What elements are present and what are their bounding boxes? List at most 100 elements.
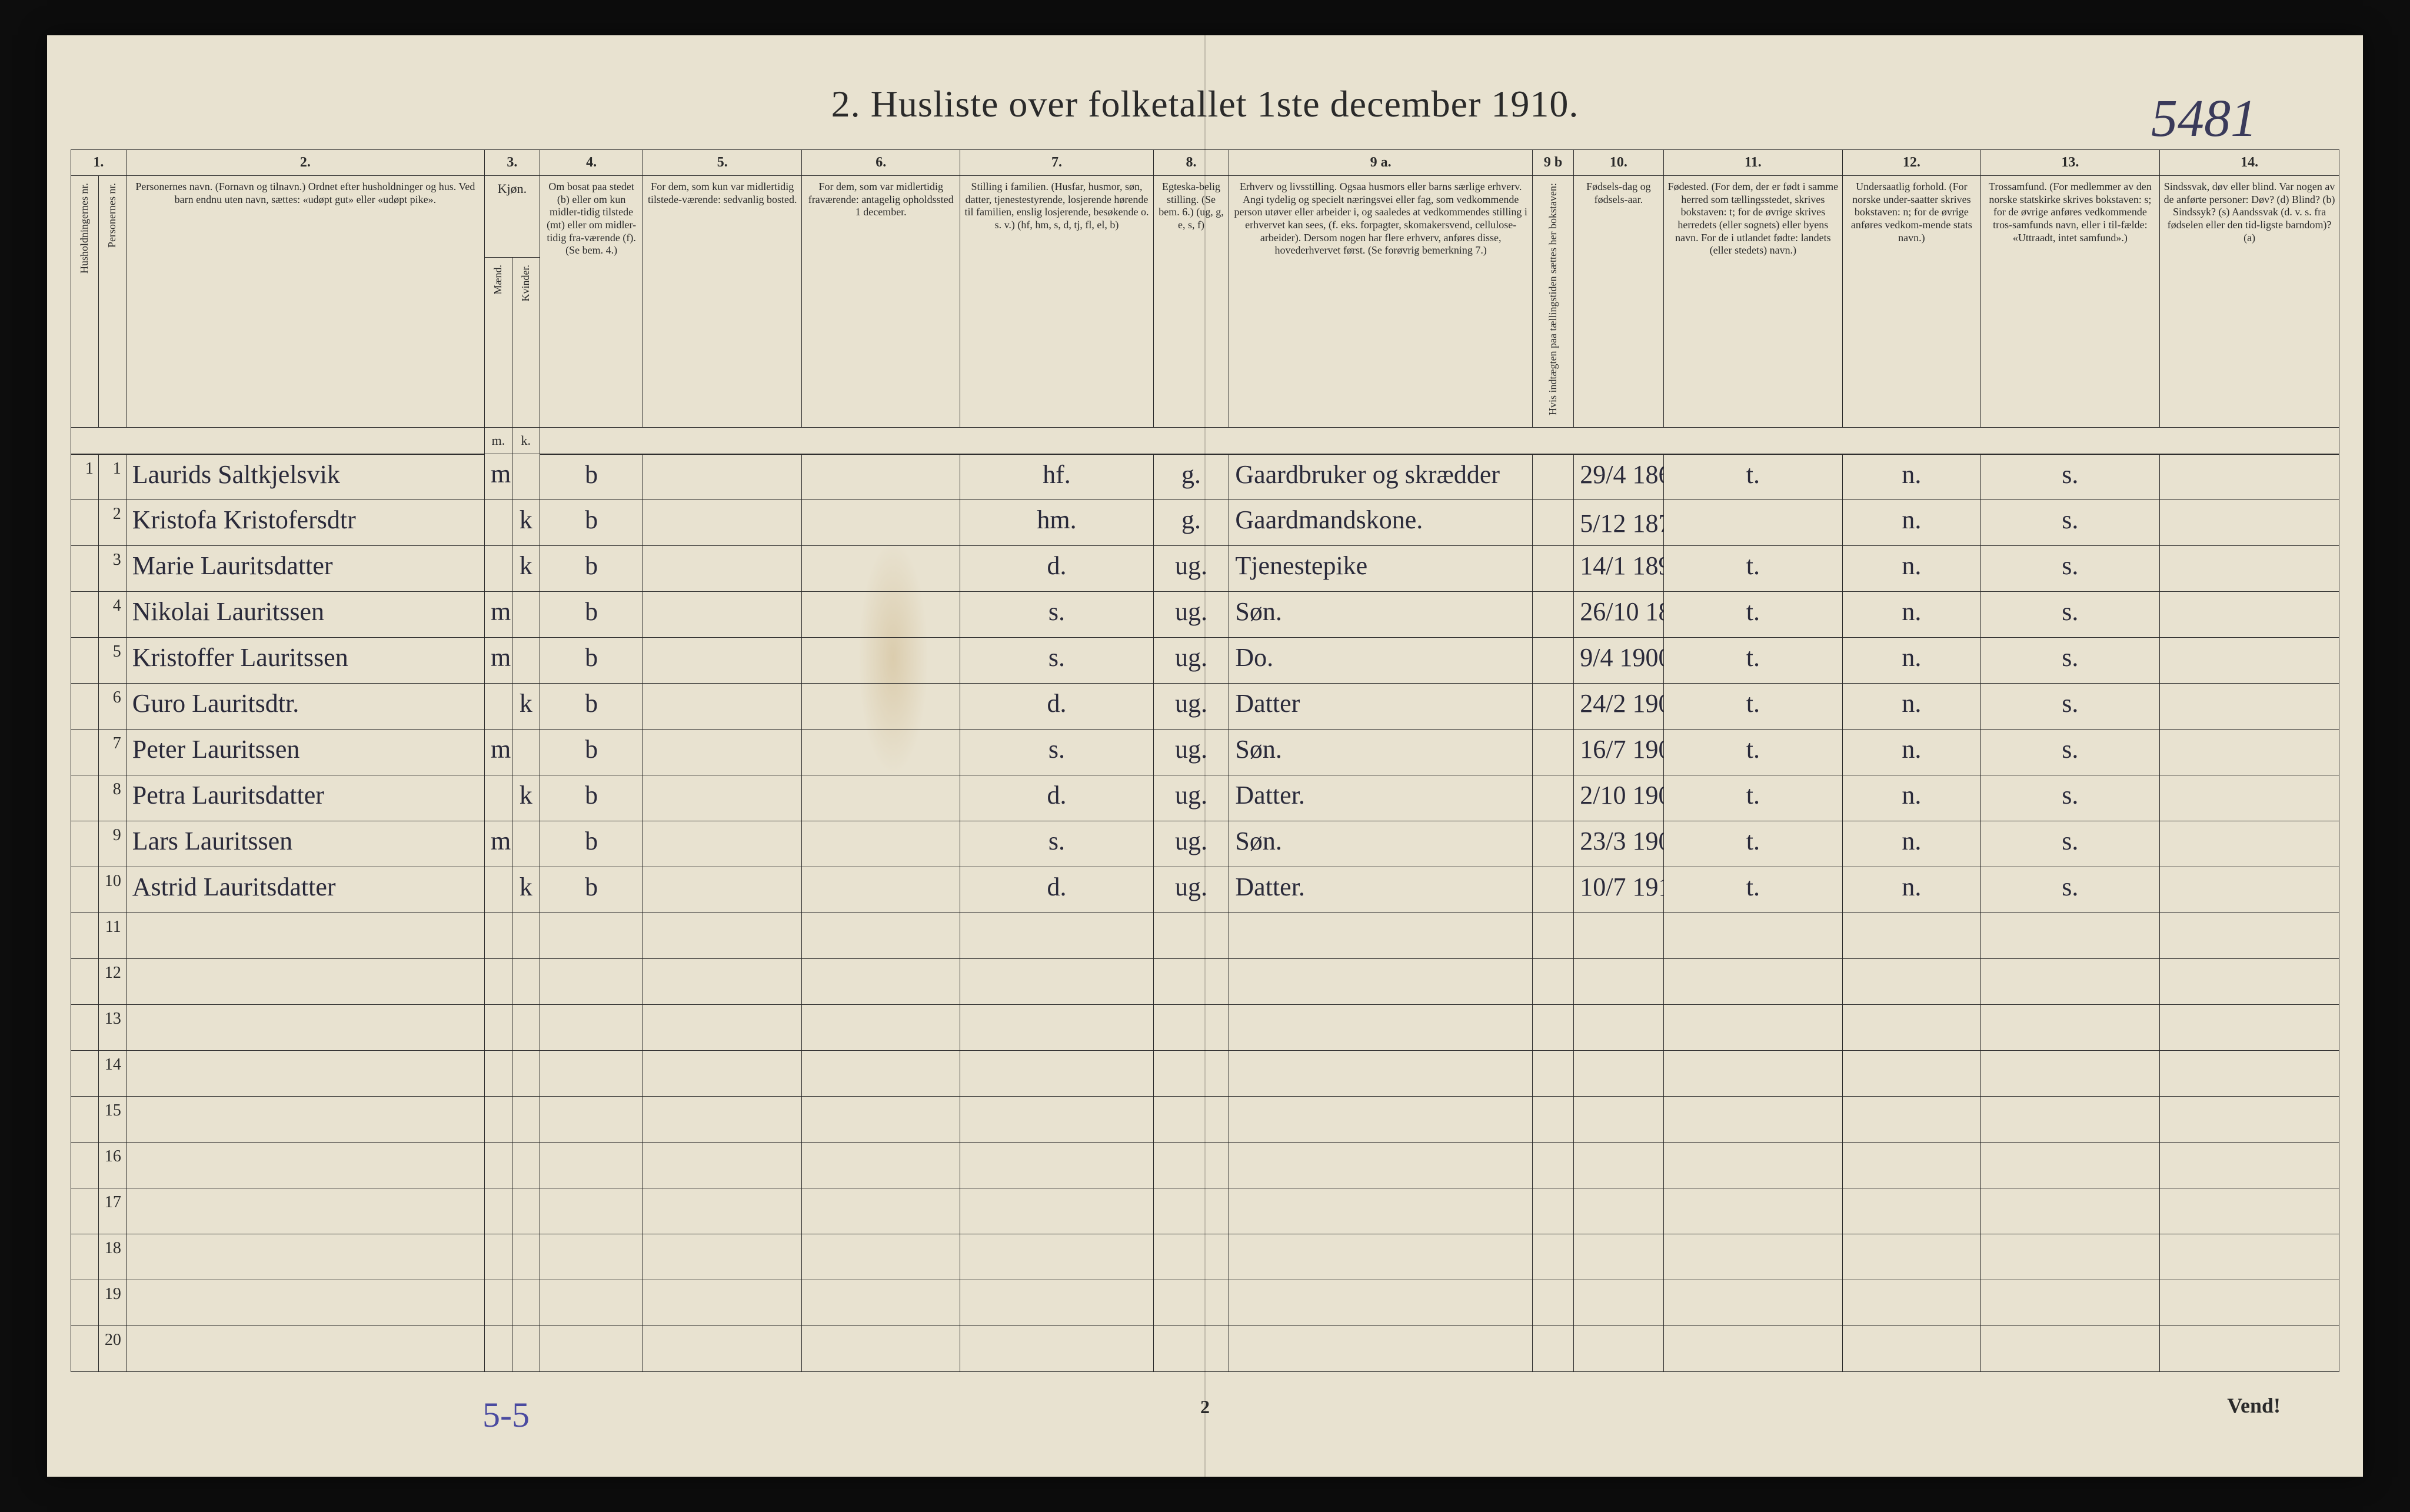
cell-col6 (801, 592, 960, 638)
cell-hh (71, 684, 99, 730)
cell-sex-k (512, 638, 540, 684)
cell-col9b (1532, 867, 1573, 913)
cell-col14 (2160, 684, 2339, 730)
cell-col7 (960, 1326, 1153, 1372)
cell-col14 (2160, 638, 2339, 684)
cell-col11: t. (1663, 592, 1843, 638)
header-hh: Husholdningernes nr. (71, 176, 99, 428)
colnum-7: 7. (960, 150, 1153, 176)
cell-col7: d. (960, 684, 1153, 730)
header-bosat: Om bosat paa stedet (b) eller om kun mid… (540, 176, 643, 428)
cell-sex-k (512, 1143, 540, 1188)
cell-col5 (643, 454, 801, 500)
cell-name: Petra Lauritsdatter (126, 775, 484, 821)
cell-col10: 16/7 1903 (1574, 730, 1663, 775)
cell-col14 (2160, 1280, 2339, 1326)
colnum-11: 11. (1663, 150, 1843, 176)
cell-col13 (1980, 1051, 2160, 1097)
cell-sex-m (485, 500, 512, 546)
cell-bosat (540, 1188, 643, 1234)
cell-col11 (1663, 913, 1843, 959)
cell-sex-m (485, 546, 512, 592)
footer-annotation-left: 5-5 (482, 1395, 530, 1436)
cell-col5 (643, 1005, 801, 1051)
cell-col8 (1153, 1005, 1229, 1051)
cell-col11: t. (1663, 867, 1843, 913)
cell-col13: s. (1980, 775, 2160, 821)
cell-col5 (643, 775, 801, 821)
cell-col9a: Do. (1229, 638, 1533, 684)
header-col11: Fødested. (For dem, der er født i samme … (1663, 176, 1843, 428)
cell-col9a (1229, 1326, 1533, 1372)
cell-col7 (960, 1051, 1153, 1097)
cell-sex-m (485, 1280, 512, 1326)
cell-col7 (960, 1280, 1153, 1326)
cell-col14 (2160, 1097, 2339, 1143)
cell-col11 (1663, 1188, 1843, 1234)
cell-sex-k: k (512, 867, 540, 913)
cell-col10: 23/3 1908 (1574, 821, 1663, 867)
cell-name (126, 1234, 484, 1280)
cell-col11 (1663, 1097, 1843, 1143)
cell-col11: t. (1663, 546, 1843, 592)
cell-hh (71, 821, 99, 867)
cell-col6 (801, 500, 960, 546)
cell-col5 (643, 867, 801, 913)
cell-bosat: b (540, 821, 643, 867)
cell-col11 (1663, 1280, 1843, 1326)
cell-col9a (1229, 1188, 1533, 1234)
cell-bosat: b (540, 500, 643, 546)
cell-name: Peter Lauritssen (126, 730, 484, 775)
cell-col11 (1663, 1234, 1843, 1280)
cell-col7 (960, 959, 1153, 1005)
cell-sex-m: m (485, 821, 512, 867)
cell-col14 (2160, 1326, 2339, 1372)
cell-name (126, 1143, 484, 1188)
cell-bosat: b (540, 867, 643, 913)
cell-col14 (2160, 821, 2339, 867)
cell-col9a: Gaardbruker og skrædder (1229, 454, 1533, 500)
cell-pn: 16 (98, 1143, 126, 1188)
cell-col7: s. (960, 638, 1153, 684)
cell-col6 (801, 1005, 960, 1051)
cell-col6 (801, 1051, 960, 1097)
cell-col8 (1153, 1051, 1229, 1097)
cell-col11 (1663, 1051, 1843, 1097)
cell-col13: s. (1980, 546, 2160, 592)
cell-col8 (1153, 1234, 1229, 1280)
cell-col9a (1229, 1005, 1533, 1051)
header-col9a: Erhverv og livsstilling. Ogsaa husmors e… (1229, 176, 1533, 428)
cell-col5 (643, 730, 801, 775)
colnum-14: 14. (2160, 150, 2339, 176)
cell-col7 (960, 1188, 1153, 1234)
cell-col10 (1574, 913, 1663, 959)
cell-col13: s. (1980, 592, 2160, 638)
cell-sex-k (512, 1280, 540, 1326)
cell-name (126, 959, 484, 1005)
cell-pn: 6 (98, 684, 126, 730)
cell-col12 (1843, 1234, 1980, 1280)
cell-sex-k (512, 592, 540, 638)
cell-col13 (1980, 1097, 2160, 1143)
cell-sex-k (512, 730, 540, 775)
cell-hh (71, 1326, 99, 1372)
cell-col5 (643, 592, 801, 638)
cell-col11: t. (1663, 454, 1843, 500)
cell-col13: s. (1980, 821, 2160, 867)
cell-col9b (1532, 546, 1573, 592)
cell-col9b (1532, 1188, 1573, 1234)
cell-col6 (801, 867, 960, 913)
cell-col9a (1229, 913, 1533, 959)
cell-col6 (801, 454, 960, 500)
cell-col5 (643, 821, 801, 867)
cell-col6 (801, 730, 960, 775)
page-number-handwritten: 5481 (2151, 88, 2257, 149)
cell-col9a (1229, 1097, 1533, 1143)
cell-name: Guro Lauritsdtr. (126, 684, 484, 730)
cell-col7: s. (960, 730, 1153, 775)
cell-col14 (2160, 1051, 2339, 1097)
cell-col9b (1532, 775, 1573, 821)
cell-bosat (540, 1097, 643, 1143)
cell-pn: 5 (98, 638, 126, 684)
cell-col12: n. (1843, 684, 1980, 730)
